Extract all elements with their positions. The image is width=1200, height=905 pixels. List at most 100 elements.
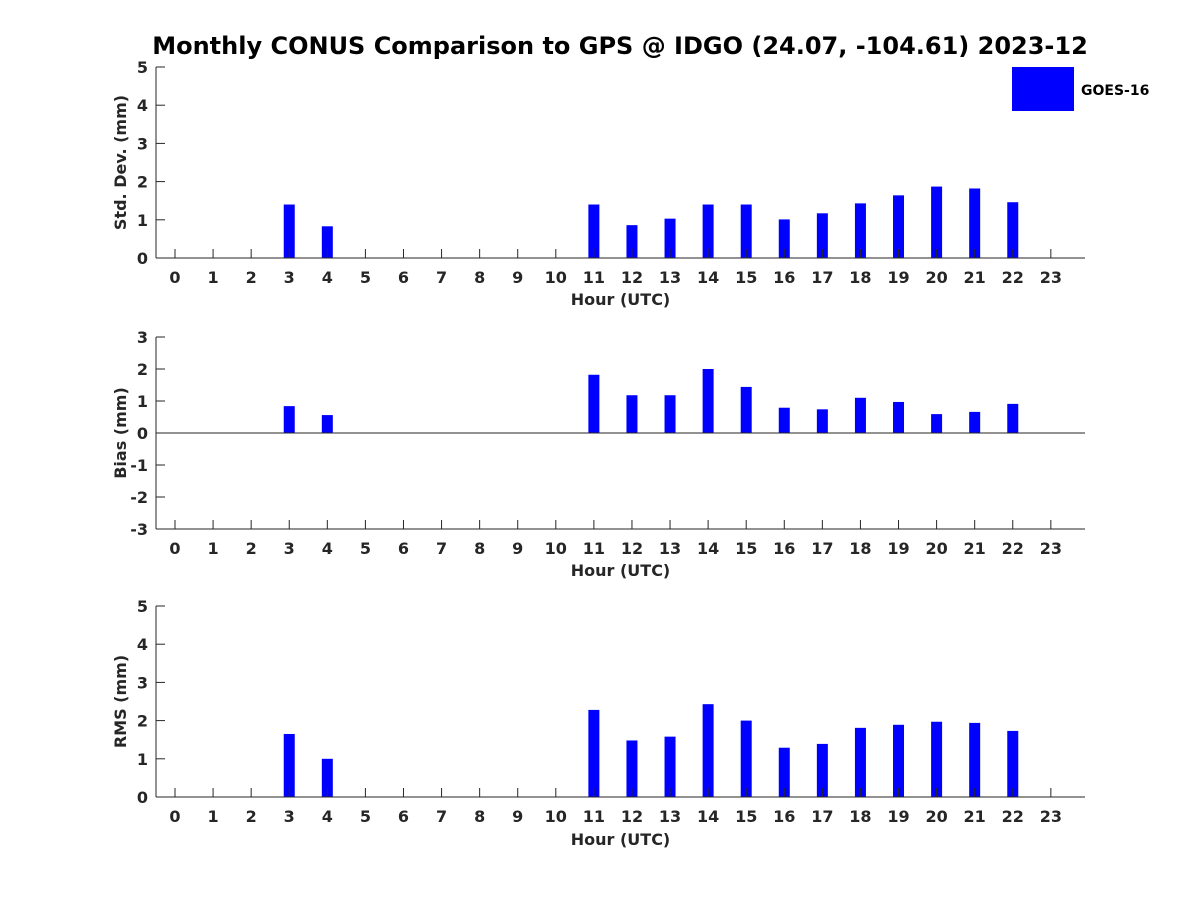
x-tick-label-panel1-19: 19 (887, 268, 909, 287)
bar-panel3-hour-17 (816, 743, 828, 797)
y-tick-label-panel3-0: 0 (137, 788, 148, 807)
x-tick-label-panel2-2: 2 (246, 539, 257, 558)
y-tick-label-panel3-5: 5 (137, 597, 148, 616)
chart-title: Monthly CONUS Comparison to GPS @ IDGO (… (152, 32, 1088, 60)
x-tick-label-panel3-19: 19 (887, 807, 909, 826)
x-tick-label-panel3-21: 21 (964, 807, 986, 826)
x-tick-label-panel1-7: 7 (436, 268, 447, 287)
bar-panel2-hour-19 (893, 401, 905, 433)
x-tick-label-panel3-2: 2 (246, 807, 257, 826)
y-tick-label-panel2-0: 0 (137, 424, 148, 443)
bar-panel1-hour-15 (740, 204, 752, 258)
bar-panel1-hour-22 (1007, 202, 1019, 258)
x-tick-label-panel1-20: 20 (925, 268, 947, 287)
x-tick-label-panel1-5: 5 (360, 268, 371, 287)
y-tick-label-panel2-3: 3 (137, 328, 148, 347)
x-tick-label-panel3-18: 18 (849, 807, 871, 826)
x-tick-label-panel2-18: 18 (849, 539, 871, 558)
bar-panel1-hour-20 (931, 186, 943, 258)
y-tick-label-panel3-2: 2 (137, 712, 148, 731)
x-tick-label-panel1-17: 17 (811, 268, 833, 287)
x-tick-label-panel1-15: 15 (735, 268, 757, 287)
y-tick-label-panel2-2: 2 (137, 360, 148, 379)
x-tick-label-panel1-3: 3 (284, 268, 295, 287)
bar-panel2-hour-14 (702, 369, 714, 433)
y-tick-label-panel2-1: 1 (137, 392, 148, 411)
y-tick-label-panel1-0: 0 (137, 249, 148, 268)
x-tick-label-panel3-23: 23 (1040, 807, 1062, 826)
x-axis-label-panel2: Hour (UTC) (571, 561, 671, 580)
x-tick-label-panel3-4: 4 (322, 807, 333, 826)
bar-panel2-hour-18 (854, 397, 866, 433)
x-tick-label-panel1-8: 8 (474, 268, 485, 287)
x-tick-label-panel2-17: 17 (811, 539, 833, 558)
bar-panel1-hour-11 (588, 204, 600, 258)
x-tick-label-panel1-4: 4 (322, 268, 333, 287)
y-tick-label-panel2--2: -2 (130, 488, 148, 507)
bar-panel3-hour-11 (588, 709, 600, 797)
x-tick-label-panel3-11: 11 (583, 807, 605, 826)
x-tick-label-panel1-12: 12 (621, 268, 643, 287)
bar-panel2-hour-3 (283, 406, 295, 433)
x-axis-label-panel3: Hour (UTC) (571, 830, 671, 849)
x-tick-label-panel2-14: 14 (697, 539, 719, 558)
y-tick-label-panel3-3: 3 (137, 673, 148, 692)
x-tick-label-panel2-0: 0 (169, 539, 180, 558)
x-tick-label-panel2-23: 23 (1040, 539, 1062, 558)
y-tick-label-panel2--3: -3 (130, 520, 148, 539)
bar-panel2-hour-16 (778, 407, 790, 433)
y-axis-label-panel1: Std. Dev. (mm) (111, 95, 130, 230)
x-tick-label-panel2-3: 3 (284, 539, 295, 558)
x-tick-label-panel1-18: 18 (849, 268, 871, 287)
x-tick-label-panel2-10: 10 (545, 539, 567, 558)
bar-panel3-hour-3 (283, 733, 295, 797)
bar-panel3-hour-19 (893, 724, 905, 797)
bar-panel1-hour-14 (702, 204, 714, 258)
x-tick-label-panel3-8: 8 (474, 807, 485, 826)
bar-panel3-hour-20 (931, 721, 943, 797)
x-tick-label-panel1-13: 13 (659, 268, 681, 287)
bar-panel1-hour-4 (321, 226, 333, 258)
x-tick-label-panel1-21: 21 (964, 268, 986, 287)
y-axis-label-panel3: RMS (mm) (111, 655, 130, 748)
x-tick-label-panel2-20: 20 (925, 539, 947, 558)
x-tick-label-panel2-16: 16 (773, 539, 795, 558)
x-tick-label-panel2-9: 9 (512, 539, 523, 558)
x-tick-label-panel1-0: 0 (169, 268, 180, 287)
x-tick-label-panel1-1: 1 (208, 268, 219, 287)
bar-panel2-hour-11 (588, 374, 600, 433)
y-tick-label-panel1-4: 4 (137, 96, 148, 115)
bar-panel1-hour-16 (778, 219, 790, 258)
x-tick-label-panel1-11: 11 (583, 268, 605, 287)
x-tick-label-panel1-10: 10 (545, 268, 567, 287)
x-tick-label-panel3-1: 1 (208, 807, 219, 826)
bar-panel2-hour-22 (1007, 403, 1019, 433)
y-axis-label-panel2: Bias (mm) (111, 387, 130, 479)
x-tick-label-panel2-6: 6 (398, 539, 409, 558)
x-tick-label-panel3-7: 7 (436, 807, 447, 826)
y-tick-label-panel1-1: 1 (137, 211, 148, 230)
y-tick-label-panel3-4: 4 (137, 635, 148, 654)
x-tick-label-panel3-15: 15 (735, 807, 757, 826)
bar-panel3-hour-18 (854, 727, 866, 797)
x-tick-label-panel3-3: 3 (284, 807, 295, 826)
bar-panel1-hour-12 (626, 225, 638, 258)
x-tick-label-panel2-22: 22 (1002, 539, 1024, 558)
bar-panel2-hour-13 (664, 395, 676, 433)
bar-panel2-hour-12 (626, 395, 638, 433)
x-tick-label-panel2-11: 11 (583, 539, 605, 558)
x-tick-label-panel3-6: 6 (398, 807, 409, 826)
y-tick-label-panel1-3: 3 (137, 134, 148, 153)
bar-panel1-hour-17 (816, 213, 828, 258)
x-tick-label-panel1-16: 16 (773, 268, 795, 287)
x-tick-label-panel3-16: 16 (773, 807, 795, 826)
bar-panel1-hour-18 (854, 203, 866, 258)
bar-panel2-hour-20 (931, 414, 943, 433)
x-tick-label-panel1-22: 22 (1002, 268, 1024, 287)
bar-panel3-hour-13 (664, 736, 676, 797)
bar-panel2-hour-21 (969, 411, 981, 433)
bar-panel1-hour-13 (664, 218, 676, 258)
bar-panel1-hour-19 (893, 195, 905, 258)
x-tick-label-panel3-0: 0 (169, 807, 180, 826)
